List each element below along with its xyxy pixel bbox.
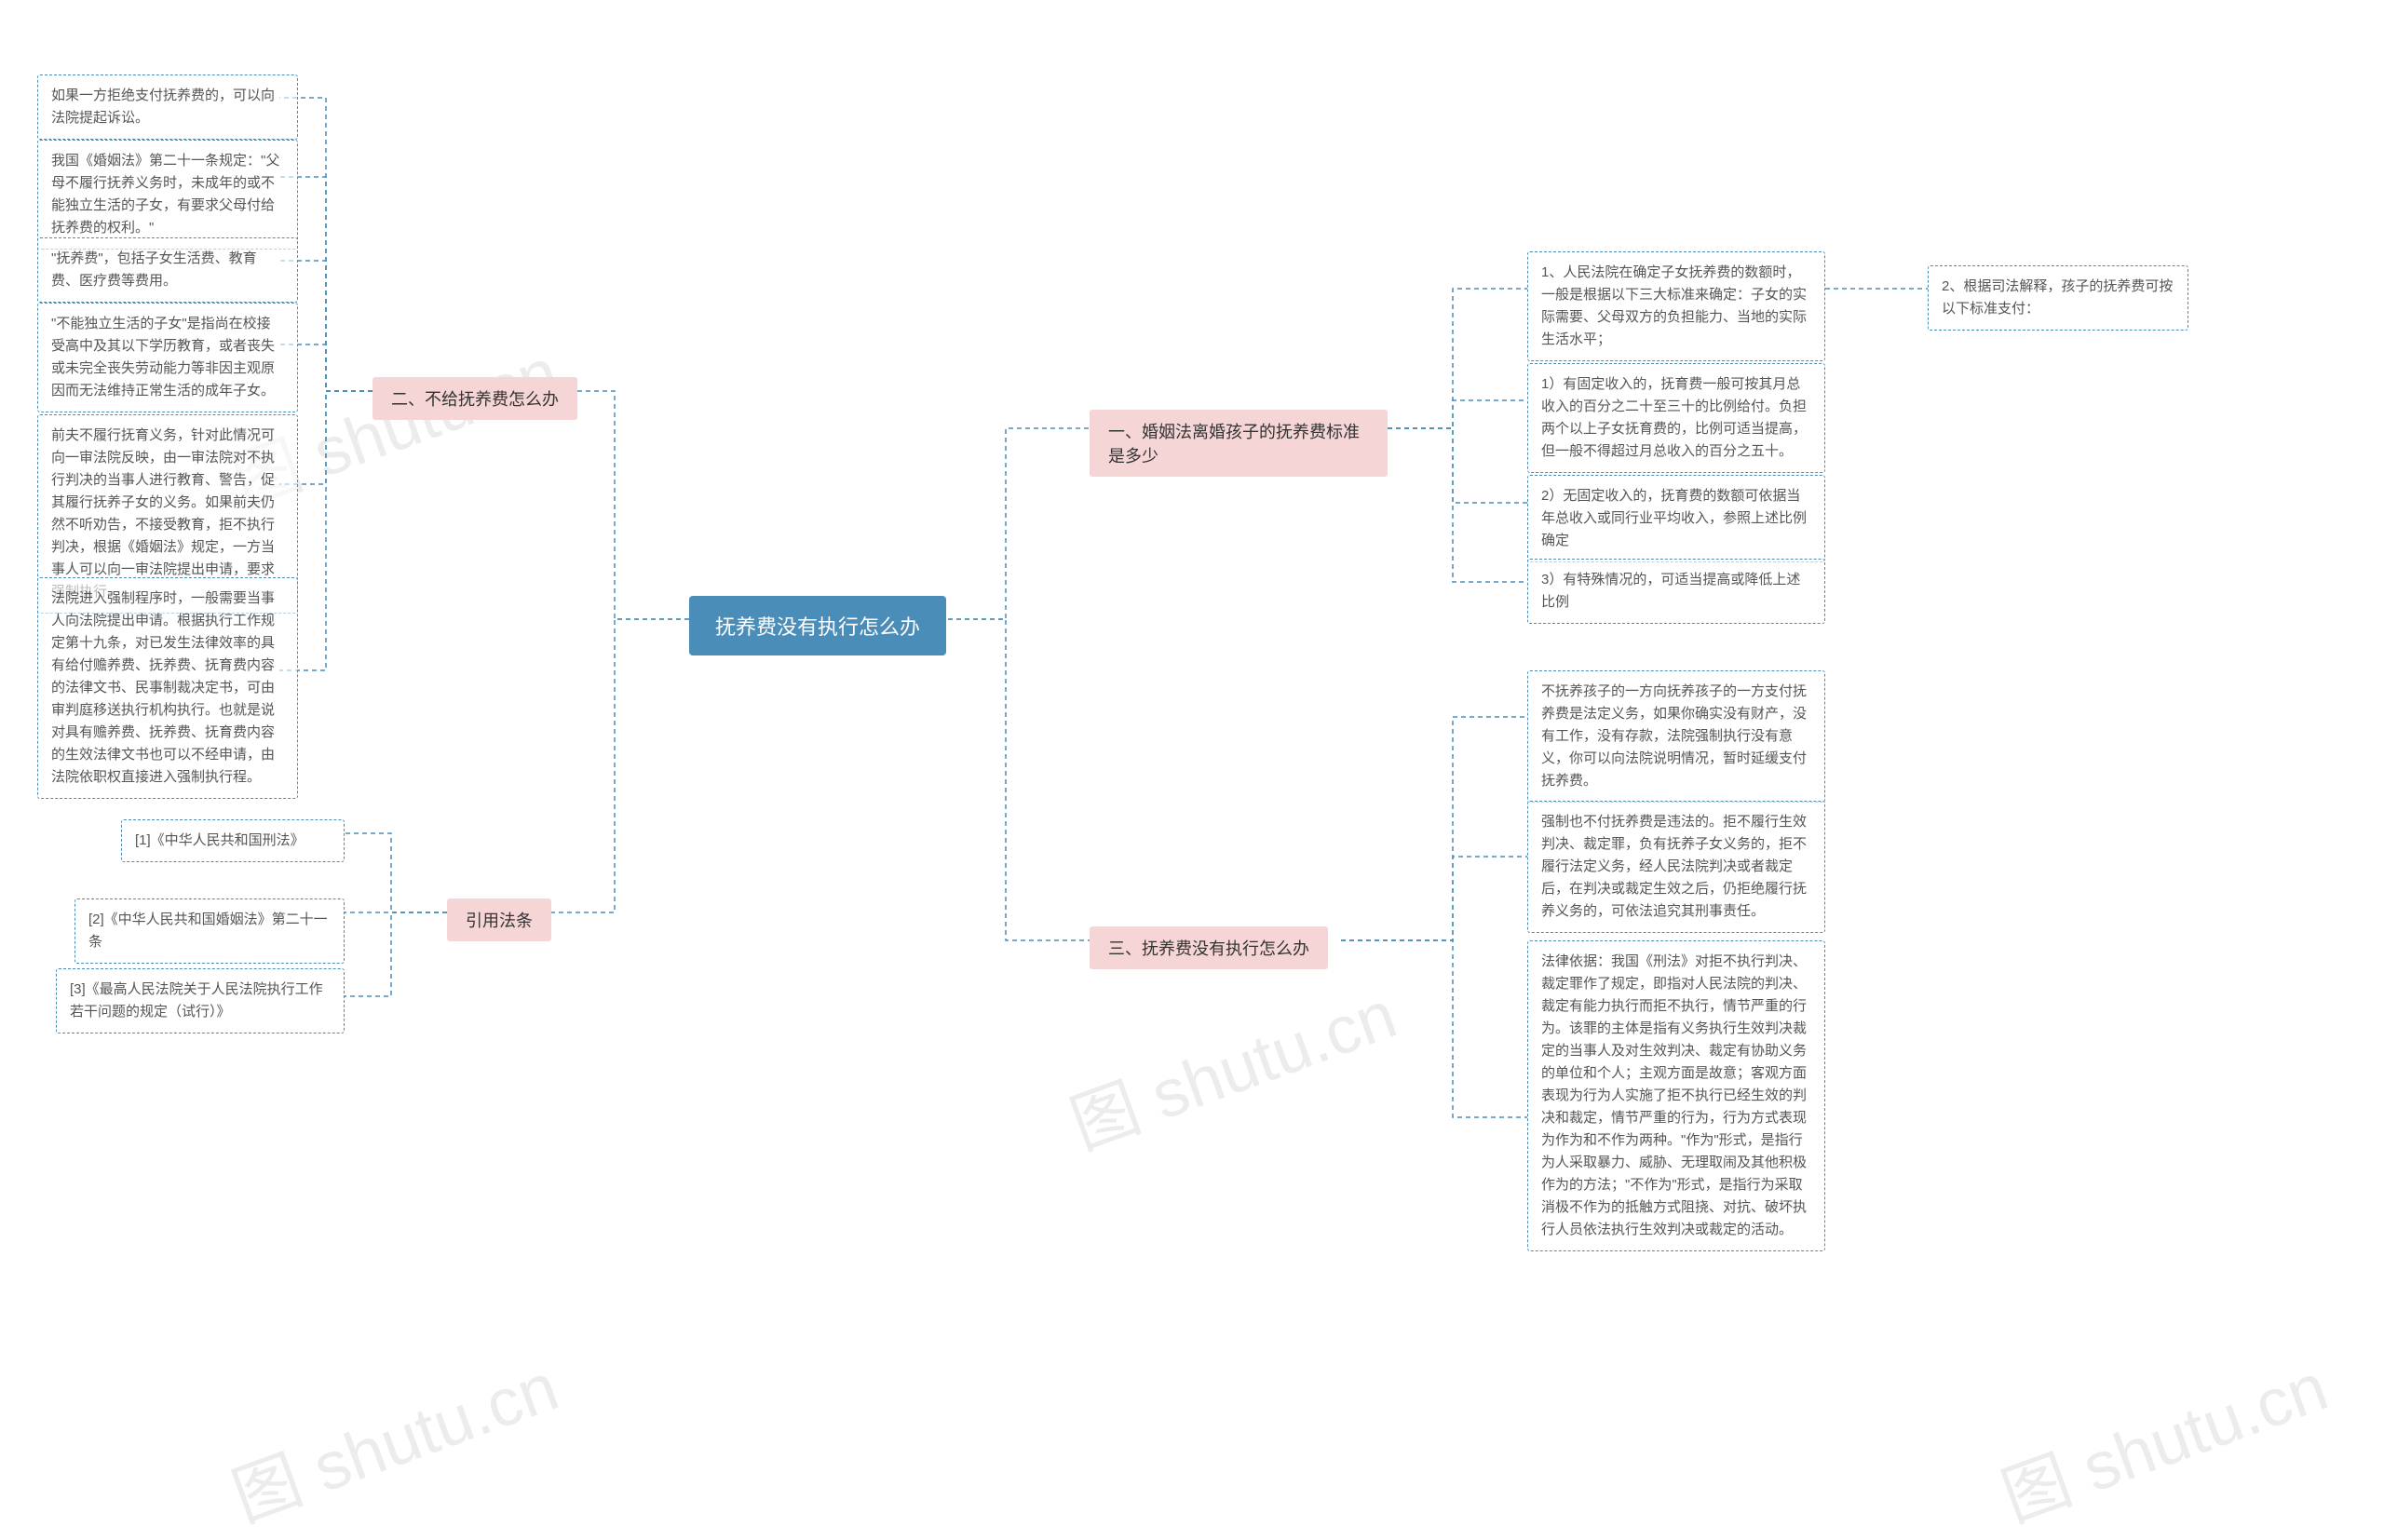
leaf-node: 我国《婚姻法》第二十一条规定："父母不履行抚养义务时，未成年的或不能独立生活的子… [37,140,298,250]
leaf-node: "抚养费"，包括子女生活费、教育费、医疗费等费用。 [37,237,298,303]
root-node: 抚养费没有执行怎么办 [689,596,946,655]
leaf-node: 3）有特殊情况的，可适当提高或降低上述比例 [1527,559,1825,624]
leaf-node: [2]《中华人民共和国婚姻法》第二十一条 [74,898,345,964]
branch-node-not-pay: 二、不给抚养费怎么办 [372,377,577,420]
leaf-node: 1）有固定收入的，抚育费一般可按其月总收入的百分之二十至三十的比例给付。负担两个… [1527,363,1825,473]
leaf-node: 如果一方拒绝支付抚养费的，可以向法院提起诉讼。 [37,74,298,140]
watermark: 图 shutu.cn [1055,960,1407,1168]
connector-lines [0,0,2384,1488]
leaf-node: 强制也不付抚养费是违法的。拒不履行生效判决、裁定罪，负有抚养子女义务的，拒不履行… [1527,801,1825,933]
branch-node-standard: 一、婚姻法离婚孩子的抚养费标准是多少 [1090,410,1388,477]
leaf-node: 2、根据司法解释，孩子的抚养费可按以下标准支付： [1928,265,2188,331]
leaf-node: 2）无固定收入的，抚育费的数额可依据当年总收入或同行业平均收入，参照上述比例确定 [1527,475,1825,562]
leaf-node: 法律依据：我国《刑法》对拒不执行判决、裁定罪作了规定，即指对人民法院的判决、裁定… [1527,940,1825,1251]
branch-node-not-executed: 三、抚养费没有执行怎么办 [1090,926,1328,969]
branch-node-references: 引用法条 [447,898,551,941]
leaf-node: "不能独立生活的子女"是指尚在校接受高中及其以下学历教育，或者丧失或未完全丧失劳… [37,303,298,412]
leaf-node: [3]《最高人民法院关于人民法院执行工作若干问题的规定（试行）》 [56,968,345,1033]
leaf-node: 不抚养孩子的一方向抚养孩子的一方支付抚养费是法定义务，如果你确实没有财产，没有工… [1527,670,1825,803]
watermark: 图 shutu.cn [217,1332,569,1540]
leaf-node: 法院进入强制程序时，一般需要当事人向法院提出申请。根据执行工作规定第十九条，对已… [37,577,298,799]
leaf-node: 1、人民法院在确定子女抚养费的数额时，一般是根据以下三大标准来确定：子女的实际需… [1527,251,1825,361]
leaf-node: [1]《中华人民共和国刑法》 [121,819,345,862]
watermark: 图 shutu.cn [1986,1332,2338,1540]
